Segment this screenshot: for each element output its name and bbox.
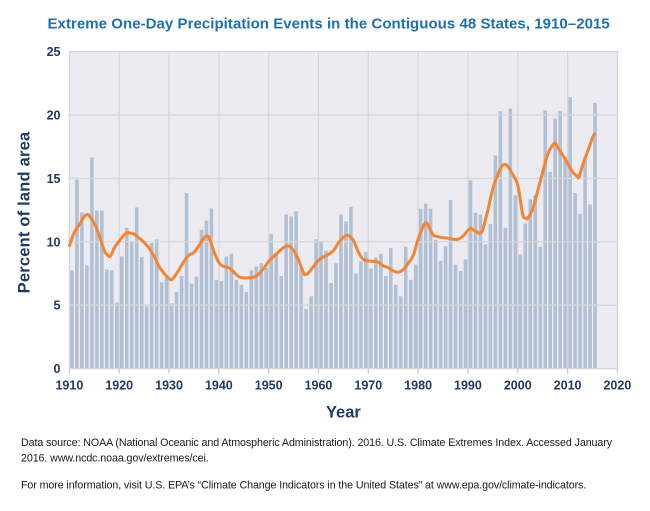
svg-text:25: 25 (47, 45, 61, 59)
svg-text:1970: 1970 (354, 379, 382, 393)
svg-text:Extreme One-Day Precipitation: Extreme One-Day Precipitation Events in … (48, 16, 610, 33)
svg-text:1990: 1990 (454, 379, 482, 393)
svg-text:2000: 2000 (504, 379, 532, 393)
svg-text:1920: 1920 (105, 379, 133, 393)
svg-text:1910: 1910 (55, 379, 83, 393)
svg-text:20: 20 (47, 108, 61, 122)
svg-text:10: 10 (47, 235, 61, 249)
svg-text:Data source: NOAA (National Oc: Data source: NOAA (National Oceanic and … (21, 437, 613, 449)
svg-text:1940: 1940 (205, 379, 233, 393)
svg-text:1980: 1980 (404, 379, 432, 393)
svg-text:1950: 1950 (255, 379, 283, 393)
svg-text:5: 5 (54, 299, 61, 313)
svg-text:Percent of land area: Percent of land area (16, 131, 34, 293)
svg-text:1960: 1960 (305, 379, 333, 393)
svg-text:2020: 2020 (603, 379, 631, 393)
svg-text:2010: 2010 (554, 379, 582, 393)
svg-text:For more information, visit U.: For more information, visit U.S. EPA’s “… (21, 480, 586, 492)
svg-text:1930: 1930 (155, 379, 183, 393)
svg-text:Year: Year (326, 403, 361, 421)
svg-text:2016. www.ncdc.noaa.gov/extrem: 2016. www.ncdc.noaa.gov/extremes/cei. (21, 453, 209, 465)
svg-text:15: 15 (47, 172, 61, 186)
svg-text:0: 0 (54, 362, 61, 376)
